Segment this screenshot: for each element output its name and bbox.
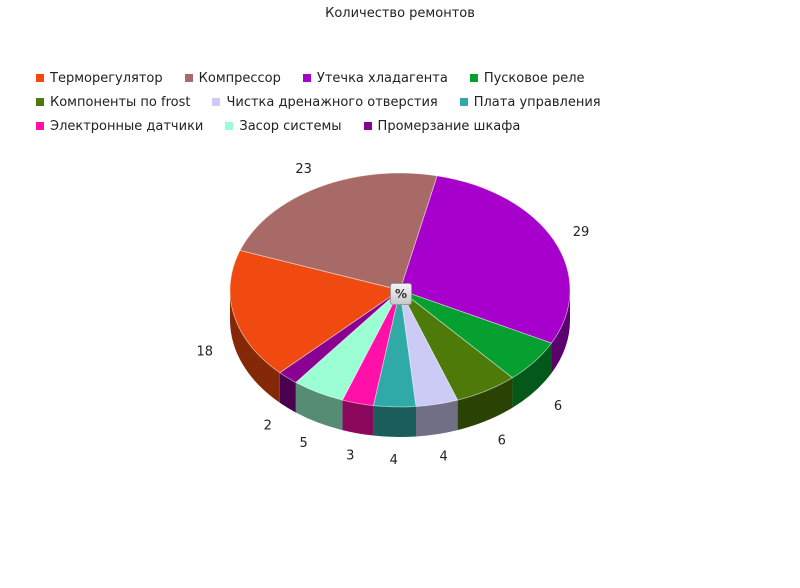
legend-item[interactable]: Чистка дренажного отверстия xyxy=(212,94,438,110)
pie-slice-side xyxy=(512,343,552,408)
data-label: 29 xyxy=(573,225,590,240)
legend: Терморегулятор Компрессор Утечка хладагент… xyxy=(36,70,776,142)
pie-slice-side xyxy=(457,377,513,431)
legend-swatch xyxy=(184,74,193,82)
legend-label: Чистка дренажного отверстия xyxy=(226,94,438,110)
legend-label: Компрессор xyxy=(198,70,281,86)
pie-slice-side xyxy=(279,372,296,413)
data-label: 4 xyxy=(439,450,447,465)
legend-label: Терморегулятор xyxy=(50,70,163,86)
legend-label: Электронные датчики xyxy=(50,118,204,134)
legend-item[interactable]: Плата управления xyxy=(459,94,601,110)
legend-item[interactable]: Электронные датчики xyxy=(36,118,203,134)
legend-swatch xyxy=(225,122,234,130)
legend-label: Пусковое реле xyxy=(483,70,585,86)
legend-label: Плата управления xyxy=(473,94,601,110)
percent-toggle-button[interactable]: % xyxy=(390,283,412,305)
legend-swatch xyxy=(459,98,468,106)
data-label: 18 xyxy=(197,344,214,359)
legend-item[interactable]: Компоненты по frost xyxy=(36,94,190,110)
legend-swatch xyxy=(212,98,221,106)
pie-slice-side xyxy=(373,405,416,438)
pie-slice-side xyxy=(415,400,458,437)
chart-title: Количество ремонтов xyxy=(325,6,475,21)
data-label: 23 xyxy=(295,162,312,177)
data-label: 5 xyxy=(300,436,308,451)
legend-item[interactable]: Компрессор xyxy=(184,70,281,86)
legend-item[interactable]: Засор системы xyxy=(225,118,342,134)
legend-item[interactable]: Промерзание шкафа xyxy=(363,118,521,134)
data-label: 2 xyxy=(264,418,272,433)
pie-slice-side xyxy=(229,290,280,403)
pie-slice[interactable] xyxy=(239,172,438,291)
pie-slice[interactable] xyxy=(399,175,571,344)
pie-slice[interactable] xyxy=(229,249,401,374)
pie-slice-side xyxy=(295,382,343,431)
data-label: 3 xyxy=(346,449,354,464)
legend-label: Промерзание шкафа xyxy=(377,118,521,134)
legend-label: Утечка хладагента xyxy=(316,70,448,86)
data-label: 6 xyxy=(554,399,562,414)
legend-swatch xyxy=(363,122,372,130)
legend-item[interactable]: Утечка хладагента xyxy=(302,70,448,86)
legend-swatch xyxy=(36,122,44,130)
legend-swatch xyxy=(36,98,44,106)
legend-swatch xyxy=(469,74,478,82)
pie-slice-side xyxy=(551,290,570,374)
legend-label: Засор системы xyxy=(239,118,342,134)
data-label: 4 xyxy=(390,453,398,468)
legend-item[interactable]: Пусковое реле xyxy=(469,70,585,86)
data-label: 6 xyxy=(498,434,506,449)
legend-label: Компоненты по frost xyxy=(50,94,191,110)
legend-swatch xyxy=(36,74,44,82)
pie-slice-side xyxy=(342,400,374,436)
legend-item[interactable]: Терморегулятор xyxy=(36,70,163,86)
legend-swatch xyxy=(302,74,311,82)
